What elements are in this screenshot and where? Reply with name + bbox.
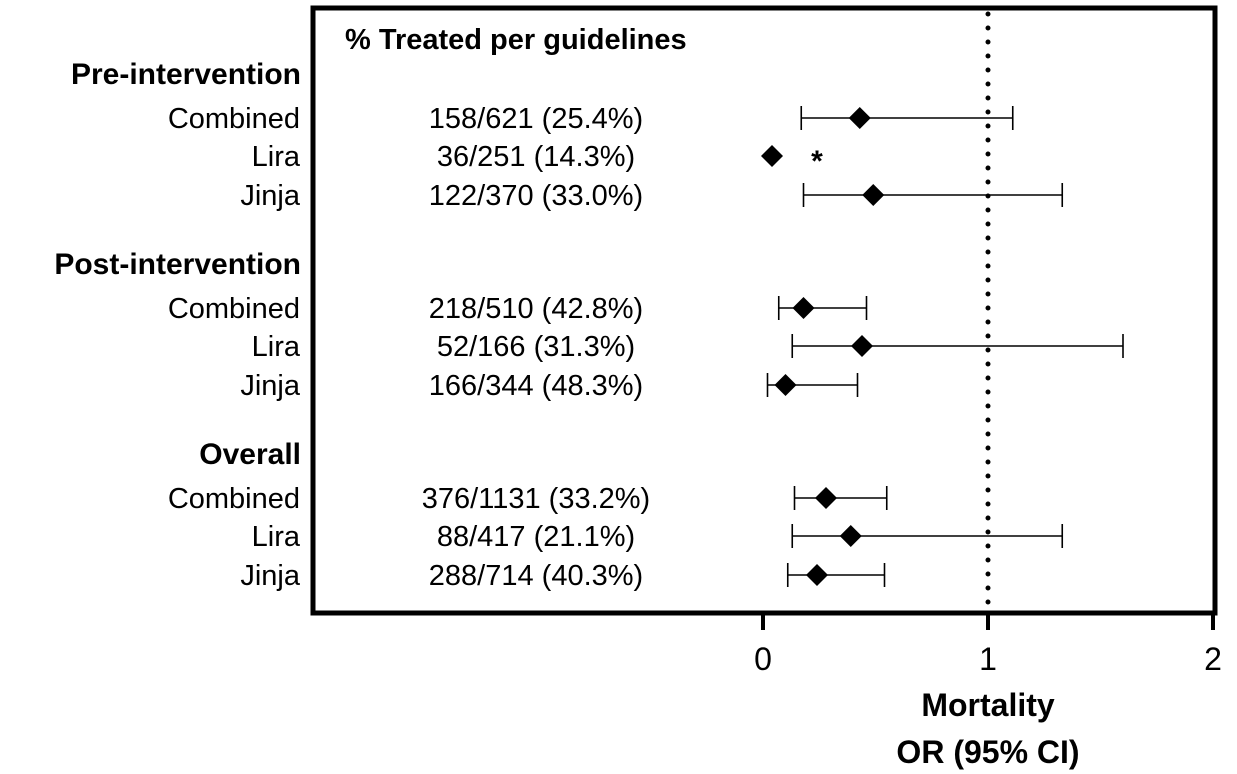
or-point <box>774 374 797 396</box>
x-tick-label: 2 <box>1204 641 1222 677</box>
row-count: 122/370 (33.0%) <box>429 180 643 212</box>
row-count: 36/251 (14.3%) <box>437 141 635 173</box>
row-label: Combined <box>168 483 300 515</box>
x-axis-label-line2: OR (95% CI) <box>896 734 1079 770</box>
row-label: Combined <box>168 293 300 325</box>
or-point <box>862 184 885 206</box>
row-count: 52/166 (31.3%) <box>437 331 635 363</box>
or-point <box>792 297 815 319</box>
x-axis-label-line1: Mortality <box>921 687 1055 723</box>
row-label: Combined <box>168 103 300 135</box>
rows-layer: Pre-intervention Combined 158/621 (25.4%) L… <box>54 11 1124 611</box>
or-point <box>839 525 862 547</box>
column-header: % Treated per guidelines <box>345 24 687 56</box>
row-count: 158/621 (25.4%) <box>429 103 643 135</box>
group-label: Pre-intervention <box>71 58 301 91</box>
row-count: 218/510 (42.8%) <box>429 293 643 325</box>
x-axis: 0 1 2 <box>754 613 1222 677</box>
row-count: 88/417 (21.1%) <box>437 521 635 553</box>
or-point <box>851 335 873 357</box>
x-tick-label: 0 <box>754 641 772 677</box>
row-count: 166/344 (48.3%) <box>429 370 643 402</box>
row-label: Jinja <box>240 370 301 402</box>
significance-marker: * <box>811 145 823 178</box>
row-label: Jinja <box>240 180 301 212</box>
row-count: 376/1131 (33.2%) <box>422 483 650 515</box>
group-label: Post-intervention <box>54 248 301 281</box>
row-count: 288/714 (40.3%) <box>429 560 643 592</box>
or-point <box>761 145 783 167</box>
row-label: Lira <box>252 331 301 363</box>
group-label: Overall <box>199 438 301 471</box>
or-point <box>848 107 871 129</box>
row-label: Lira <box>252 141 301 173</box>
row-label: Lira <box>252 521 301 553</box>
x-tick-label: 1 <box>979 641 997 677</box>
row-label: Jinja <box>240 560 301 592</box>
or-point <box>815 487 837 509</box>
or-point <box>806 564 828 586</box>
